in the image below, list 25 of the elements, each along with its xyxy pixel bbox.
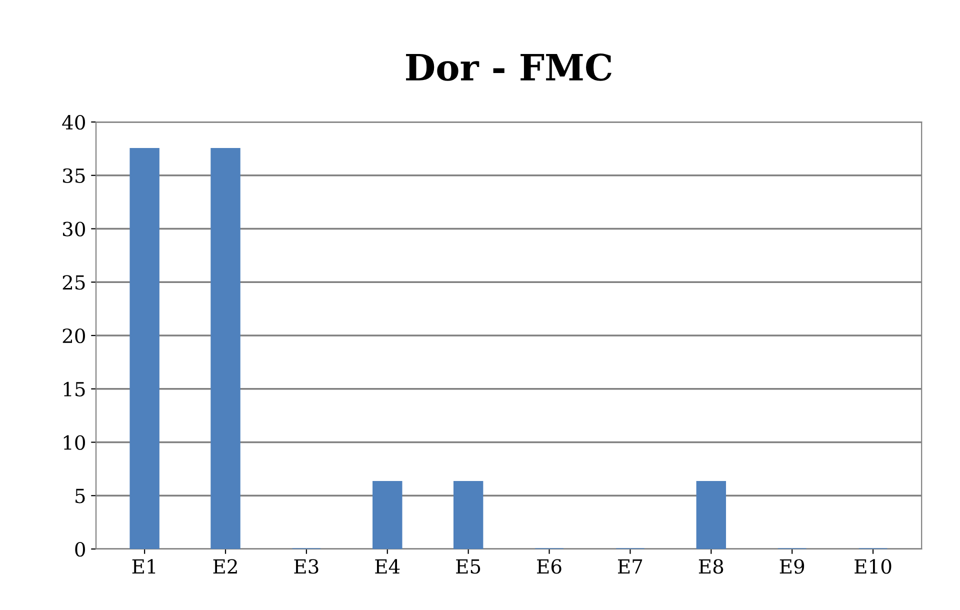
y-tick-label: 40 [62,114,85,130]
x-tick-label: E5 [456,559,480,574]
bar [372,481,402,549]
x-tick-label: E10 [854,559,892,574]
bar [130,148,160,549]
y-tick-label: 25 [62,275,85,290]
chart-title: Dor - FMC [406,54,612,81]
x-tick-label: E6 [537,559,562,574]
bar [210,148,240,549]
x-tick-label: E1 [132,559,156,574]
y-tick-label: 5 [76,488,85,504]
x-tick-label: E4 [375,559,400,574]
y-tick-label: 0 [75,542,85,557]
y-tick-label: 30 [63,222,85,236]
x-tick-label: E9 [780,559,804,574]
x-tick-label: E7 [618,559,642,574]
y-tick-label: 15 [64,382,85,397]
y-tick-label: 20 [62,328,85,344]
bar [696,481,726,549]
y-tick-label: 35 [63,168,85,184]
x-tick-label: E8 [698,559,724,574]
y-tick-label: 10 [64,435,85,450]
x-tick-label: E3 [294,559,318,574]
x-tick-label: E2 [213,559,237,574]
bar [453,481,484,549]
